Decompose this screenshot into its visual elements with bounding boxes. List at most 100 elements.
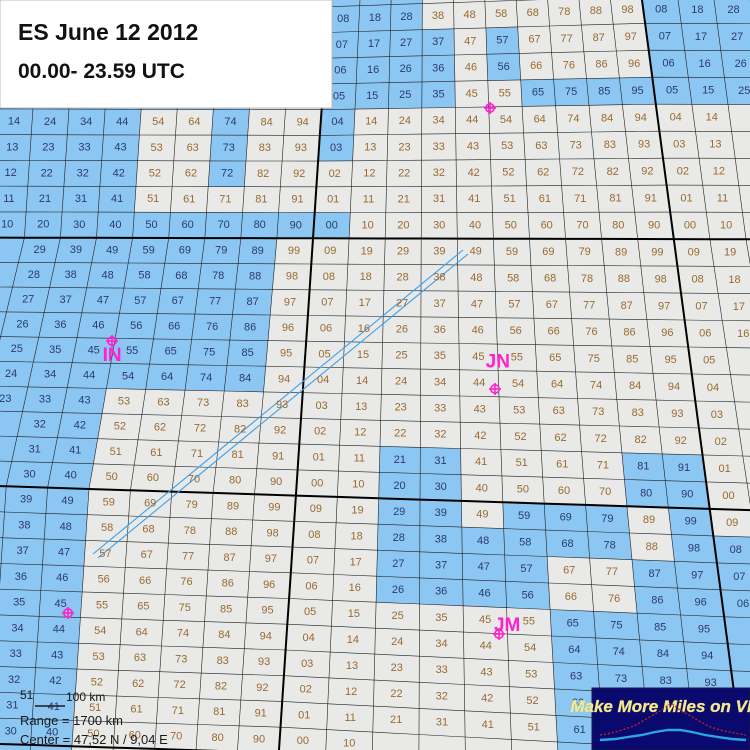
svg-text:62: 62 [185, 168, 197, 180]
svg-text:63: 63 [535, 140, 547, 152]
svg-text:94: 94 [701, 650, 713, 662]
svg-text:14: 14 [365, 116, 377, 128]
svg-text:31: 31 [6, 700, 18, 712]
svg-text:78: 78 [212, 270, 224, 282]
svg-text:06: 06 [305, 580, 317, 592]
svg-text:54: 54 [512, 378, 524, 390]
svg-text:21: 21 [398, 193, 410, 205]
svg-text:22: 22 [390, 688, 402, 700]
svg-text:02: 02 [314, 426, 326, 438]
svg-text:06: 06 [334, 65, 346, 77]
svg-text:80: 80 [640, 487, 652, 499]
svg-text:07: 07 [307, 555, 319, 567]
svg-text:24: 24 [399, 115, 411, 127]
svg-text:51: 51 [147, 193, 159, 205]
svg-text:60: 60 [147, 472, 159, 484]
svg-text:26: 26 [400, 63, 412, 75]
svg-text:66: 66 [547, 326, 559, 338]
svg-text:47: 47 [97, 294, 109, 306]
svg-text:56: 56 [497, 61, 509, 73]
svg-text:48: 48 [463, 9, 475, 21]
svg-text:00: 00 [297, 735, 309, 747]
svg-text:34: 34 [435, 638, 447, 650]
svg-text:65: 65 [137, 601, 149, 613]
svg-text:64: 64 [534, 113, 546, 125]
svg-text:76: 76 [585, 326, 597, 338]
svg-text:10: 10 [361, 219, 373, 231]
svg-text:76: 76 [206, 321, 218, 333]
svg-text:04: 04 [317, 374, 329, 386]
svg-text:15: 15 [702, 85, 714, 97]
svg-text:39: 39 [70, 244, 82, 256]
svg-text:05: 05 [304, 606, 316, 618]
svg-text:09: 09 [688, 247, 700, 259]
svg-text:93: 93 [295, 142, 307, 154]
svg-text:40: 40 [109, 219, 121, 231]
svg-text:28: 28 [393, 532, 405, 544]
svg-text:73: 73 [223, 142, 235, 154]
svg-text:90: 90 [270, 476, 282, 488]
svg-text:61: 61 [556, 458, 568, 470]
svg-text:89: 89 [251, 245, 263, 257]
svg-text:80: 80 [211, 732, 223, 744]
svg-text:37: 37 [17, 545, 29, 557]
svg-text:82: 82 [257, 168, 269, 180]
svg-text:82: 82 [215, 681, 227, 693]
svg-text:21: 21 [39, 193, 51, 205]
svg-text:70: 70 [218, 219, 230, 231]
svg-text:76: 76 [563, 60, 575, 72]
svg-text:90: 90 [253, 733, 265, 745]
svg-text:01: 01 [718, 463, 730, 475]
svg-text:ES June 12 2012: ES June 12 2012 [18, 19, 198, 45]
svg-text:99: 99 [268, 502, 280, 514]
svg-text:40: 40 [469, 219, 481, 231]
svg-text:79: 79 [579, 246, 591, 258]
svg-text:97: 97 [658, 300, 670, 312]
svg-text:52: 52 [514, 431, 526, 443]
svg-text:61: 61 [183, 193, 195, 205]
svg-text:54: 54 [152, 116, 164, 128]
svg-text:06: 06 [699, 328, 711, 340]
svg-text:85: 85 [241, 347, 253, 359]
svg-text:32: 32 [436, 690, 448, 702]
svg-text:16: 16 [358, 323, 370, 335]
svg-text:82: 82 [634, 434, 646, 446]
svg-text:71: 71 [574, 193, 586, 205]
svg-text:89: 89 [227, 500, 239, 512]
svg-text:07: 07 [659, 31, 671, 43]
svg-text:11: 11 [354, 453, 365, 465]
svg-text:19: 19 [724, 247, 736, 259]
svg-text:87: 87 [246, 296, 258, 308]
svg-text:10: 10 [720, 220, 732, 232]
svg-text:14: 14 [356, 375, 368, 387]
svg-text:91: 91 [272, 450, 284, 462]
svg-text:77: 77 [182, 551, 194, 563]
svg-text:03: 03 [301, 658, 313, 670]
svg-text:92: 92 [641, 166, 653, 178]
svg-text:55: 55 [96, 599, 108, 611]
svg-text:79: 79 [601, 513, 613, 525]
svg-text:01: 01 [298, 709, 310, 721]
svg-text:83: 83 [217, 655, 229, 667]
svg-text:24: 24 [391, 636, 403, 648]
svg-text:97: 97 [625, 31, 637, 43]
svg-text:32: 32 [8, 674, 20, 686]
svg-text:06: 06 [662, 58, 674, 70]
svg-text:33: 33 [436, 664, 448, 676]
svg-text:74: 74 [177, 628, 189, 640]
svg-text:89: 89 [615, 246, 627, 258]
svg-text:33: 33 [39, 394, 51, 406]
svg-text:JN: JN [486, 352, 510, 373]
svg-text:37: 37 [435, 560, 447, 572]
svg-text:58: 58 [519, 536, 531, 548]
svg-text:14: 14 [706, 112, 718, 124]
svg-text:22: 22 [41, 167, 53, 179]
svg-text:83: 83 [236, 398, 248, 410]
svg-text:63: 63 [157, 396, 169, 408]
svg-text:50: 50 [145, 219, 157, 231]
svg-text:41: 41 [468, 193, 480, 205]
svg-text:85: 85 [220, 603, 232, 615]
svg-text:41: 41 [48, 701, 60, 713]
svg-text:27: 27 [731, 31, 743, 43]
svg-text:63: 63 [570, 671, 582, 683]
